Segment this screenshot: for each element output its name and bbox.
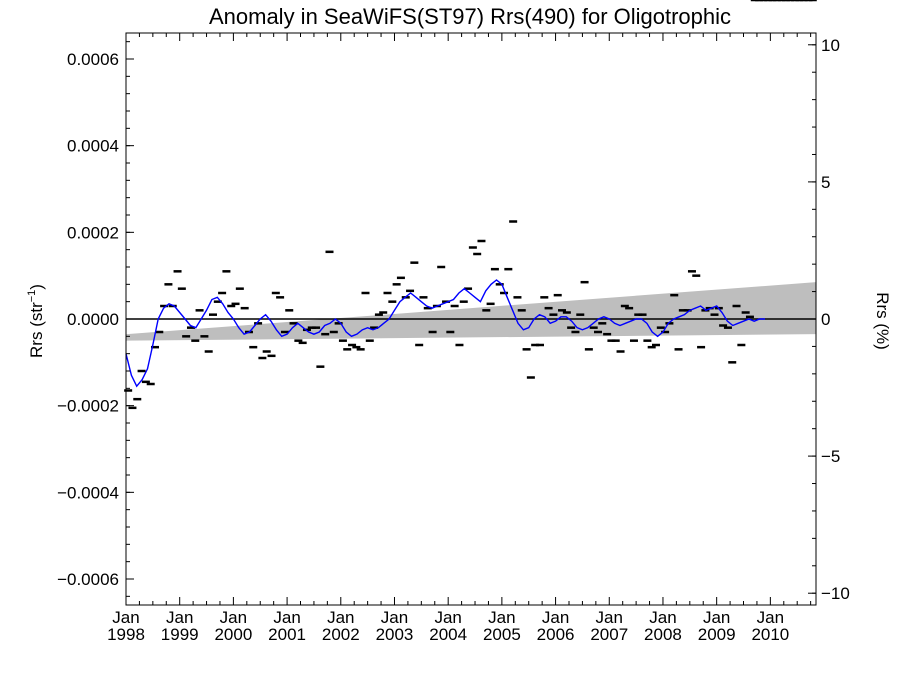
y-right-tick-label: −5 [821, 447, 840, 466]
x-tick-label-year: 2004 [429, 625, 467, 644]
chart-title: Anomaly in SeaWiFS(ST97) Rrs(490) for Ol… [209, 4, 731, 29]
x-tick-label-year: 2007 [590, 625, 628, 644]
y-right-tick-label: 5 [821, 173, 830, 192]
trend-band-polygon [126, 282, 816, 341]
x-tick-label-month: Jan [649, 608, 676, 627]
y-axis-left-label-base: Rrs (str [27, 302, 46, 358]
y-right-tick-label: 10 [821, 36, 840, 55]
x-tick-label-year: 2008 [644, 625, 682, 644]
y-left-tick-label: 0.0004 [67, 137, 119, 156]
x-tick-label-month: Jan [381, 608, 408, 627]
y-axis-right-label: Rrs (%) [873, 292, 892, 350]
x-tick-label-year: 2001 [268, 625, 306, 644]
x-tick-label-year: 2006 [537, 625, 575, 644]
x-tick-label-month: Jan [220, 608, 247, 627]
y-left-tick-label: −0.0006 [57, 570, 119, 589]
x-tick-label-month: Jan [112, 608, 139, 627]
y-axis-left-label-sup: −1 [26, 290, 38, 303]
x-tick-label-month: Jan [273, 608, 300, 627]
x-tick-label-month: Jan [596, 608, 623, 627]
x-axis: Jan1998Jan1999Jan2000Jan2001Jan2002Jan20… [107, 33, 812, 644]
y-left-tick-label: 0.0002 [67, 223, 119, 242]
y-left-tick-label: 0.0000 [67, 310, 119, 329]
x-tick-label-year: 2002 [322, 625, 360, 644]
x-tick-label-year: 1999 [161, 625, 199, 644]
x-tick-label-year: 2000 [214, 625, 252, 644]
y-left-tick-label: −0.0004 [57, 483, 119, 502]
x-tick-label-year: 1998 [107, 625, 145, 644]
y-axis-left-label-close: ) [27, 284, 46, 290]
x-tick-label-month: Jan [327, 608, 354, 627]
right-y-axis: 10 5 0 −5 −10 [808, 36, 850, 603]
x-tick-label-year: 2010 [751, 625, 789, 644]
y-right-tick-label: −10 [821, 584, 850, 603]
smoothed-anomaly-line [125, 279, 765, 388]
trend-confidence-band [126, 282, 816, 341]
x-tick-label-month: Jan [757, 608, 784, 627]
smoothed-series-path [125, 279, 765, 388]
x-tick-label-year: 2005 [483, 625, 521, 644]
y-left-tick-label: 0.0006 [67, 50, 119, 69]
x-tick-label-year: 2009 [698, 625, 736, 644]
monthly-anomaly-points [124, 0, 817, 410]
x-tick-label-month: Jan [703, 608, 730, 627]
x-tick-label-month: Jan [434, 608, 461, 627]
y-axis-left-label: Rrs (str−1) [26, 284, 46, 358]
left-y-axis: 0.0006 0.0004 0.0002 0.0000 −0.0002 −0.0004 −0… [57, 41, 134, 597]
y-right-tick-label: 0 [821, 310, 830, 329]
x-tick-label-year: 2003 [376, 625, 414, 644]
x-tick-label-month: Jan [166, 608, 193, 627]
x-tick-label-month: Jan [488, 608, 515, 627]
x-tick-label-month: Jan [542, 608, 569, 627]
y-left-tick-label: −0.0002 [57, 397, 119, 416]
